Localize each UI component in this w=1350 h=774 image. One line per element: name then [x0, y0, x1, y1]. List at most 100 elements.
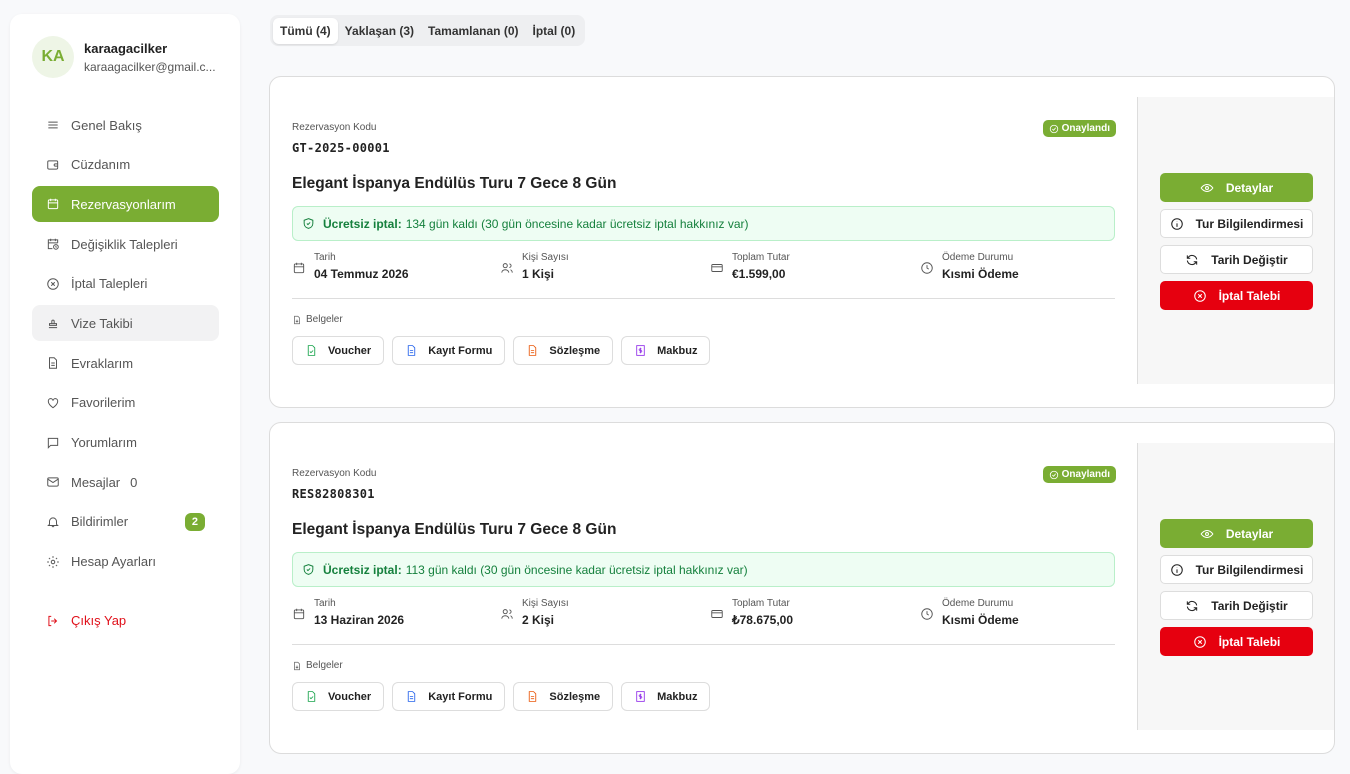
- free-cancel-label: Ücretsiz iptal:: [323, 562, 402, 577]
- payment-label: Ödeme Durumu: [942, 252, 1014, 263]
- status-badge: Onaylandı: [1042, 466, 1116, 483]
- change-date-button[interactable]: Tarih Değiştir: [1160, 245, 1313, 274]
- tour-info-label: Tur Bilgilendirmesi: [1195, 216, 1304, 231]
- filter-tabs: Tümü (4) Yaklaşan (3) Tamamlanan (0) İpt…: [270, 15, 586, 46]
- sidebar-item-x-circle[interactable]: İptal Talepleri: [32, 266, 219, 302]
- refresh-icon: [1187, 600, 1198, 611]
- voucher-button[interactable]: Voucher: [292, 336, 385, 365]
- logout-button[interactable]: Çıkış Yap: [46, 613, 126, 628]
- tab-all[interactable]: Tümü (4): [273, 17, 338, 44]
- registration-form-button[interactable]: Kayıt Formu: [392, 336, 506, 365]
- status-text: Onaylandı: [1061, 123, 1110, 134]
- details-button[interactable]: Detaylar: [1160, 173, 1313, 202]
- contract-button[interactable]: Sözleşme: [513, 682, 614, 711]
- free-cancel-notice: Ücretsiz iptal: 134 gün kaldı (30 gün önc…: [292, 206, 1115, 241]
- sidebar: KA karaagacilker karaagacilker@gmail.c..…: [10, 14, 240, 774]
- documents-label: Belgeler: [292, 660, 343, 671]
- tab-cancelled[interactable]: İptal (0): [532, 23, 576, 38]
- x-circle-icon: [1193, 289, 1206, 302]
- sidebar-item-calendar[interactable]: Rezervasyonlarım: [32, 186, 219, 223]
- logout-label: Çıkış Yap: [71, 613, 127, 628]
- free-cancel-text: 113 gün kaldı (30 gün öncesine kadar ücr…: [405, 562, 748, 577]
- sidebar-item-heart[interactable]: Favorilerim: [32, 385, 219, 421]
- credit-card-icon: [711, 610, 723, 618]
- eye-icon: [1200, 529, 1214, 538]
- file-text-icon: [408, 691, 416, 702]
- file-text-icon: [408, 345, 416, 356]
- tour-info-button[interactable]: Tur Bilgilendirmesi: [1160, 209, 1313, 238]
- sidebar-item-wallet[interactable]: Cüzdanım: [32, 147, 219, 183]
- voucher-label: Voucher: [328, 344, 372, 357]
- divider: [292, 644, 1115, 645]
- sidebar-item-label: Mesajlar: [71, 474, 121, 490]
- fact-payment: Ödeme Durumu Kısmi Ödeme: [920, 598, 1019, 627]
- documents-label: Belgeler: [292, 314, 343, 325]
- code-label: Rezervasyon Kodu: [292, 468, 377, 479]
- tour-title: Elegant İspanya Endülüs Turu 7 Gece 8 Gü…: [292, 175, 617, 192]
- cancel-request-button[interactable]: İptal Talebi: [1160, 281, 1313, 310]
- total-label: Toplam Tutar: [732, 598, 790, 609]
- cancel-request-button[interactable]: İptal Talebi: [1160, 627, 1313, 656]
- info-icon: [1170, 217, 1183, 230]
- sidebar-item-message[interactable]: Yorumlarım: [32, 425, 219, 461]
- tour-info-button[interactable]: Tur Bilgilendirmesi: [1160, 555, 1313, 584]
- refresh-icon: [1187, 254, 1198, 265]
- calendar-icon: [293, 608, 305, 620]
- sidebar-item-file[interactable]: Evraklarım: [32, 345, 219, 381]
- calendar-icon: [47, 199, 59, 210]
- tab-upcoming[interactable]: Yaklaşan (3): [344, 23, 415, 38]
- bell-icon: [47, 517, 59, 528]
- users-icon: [501, 609, 513, 619]
- avatar: KA: [32, 36, 74, 78]
- date-label: Tarih: [314, 598, 336, 609]
- receipt-icon: [636, 345, 645, 356]
- gear-icon: [47, 555, 59, 568]
- sidebar-nav: Genel Bakış Cüzdanım Rezervasyonlarım Değiş…: [32, 107, 219, 583]
- sidebar-item-mail[interactable]: Mesajlar 0: [32, 464, 219, 500]
- reservation-card: Rezervasyon Kodu GT-2025-00001 Onaylandı…: [269, 76, 1335, 408]
- sidebar-item-menu[interactable]: Genel Bakış: [32, 107, 219, 143]
- change-date-button[interactable]: Tarih Değiştir: [1160, 591, 1313, 620]
- file-check-icon: [307, 691, 316, 702]
- sidebar-item-label: Genel Bakış: [71, 117, 142, 133]
- voucher-label: Voucher: [328, 690, 372, 703]
- status-text: Onaylandı: [1061, 469, 1110, 480]
- fact-total: Toplam Tutar €1.599,00: [710, 252, 790, 281]
- people-value: 1 Kişi: [522, 267, 555, 281]
- reservation-code: RES82808301: [292, 487, 375, 501]
- total-value: €1.599,00: [732, 267, 786, 281]
- tab-completed[interactable]: Tamamlanan (0): [428, 23, 519, 38]
- receipt-button[interactable]: Makbuz: [621, 682, 711, 711]
- total-label: Toplam Tutar: [732, 252, 790, 263]
- registration-form-button[interactable]: Kayıt Formu: [392, 682, 506, 711]
- sidebar-item-bell[interactable]: Bildirimler 2: [32, 504, 219, 540]
- info-icon: [1170, 563, 1183, 576]
- x-circle-icon: [47, 278, 59, 290]
- details-label: Detaylar: [1225, 180, 1274, 195]
- wallet-icon: [47, 160, 59, 170]
- fact-payment: Ödeme Durumu Kısmi Ödeme: [920, 252, 1019, 281]
- clock-icon: [921, 608, 933, 620]
- date-label: Tarih: [314, 252, 336, 263]
- logout-icon: [48, 615, 58, 626]
- date-value: 04 Temmuz 2026: [314, 267, 409, 281]
- sidebar-item-gear[interactable]: Hesap Ayarları: [32, 544, 219, 580]
- details-button[interactable]: Detaylar: [1160, 519, 1313, 548]
- voucher-button[interactable]: Voucher: [292, 682, 385, 711]
- check-circle-icon: [1049, 470, 1058, 479]
- receipt-icon: [636, 691, 645, 702]
- documents-label-text: Belgeler: [306, 314, 343, 325]
- sidebar-item-label: İptal Talepleri: [71, 276, 148, 292]
- sidebar-item-stamp[interactable]: Vize Takibi: [32, 305, 219, 342]
- status-badge: Onaylandı: [1042, 120, 1116, 137]
- receipt-button[interactable]: Makbuz: [621, 336, 711, 365]
- fact-date: Tarih 13 Haziran 2026: [292, 598, 404, 627]
- sidebar-item-label: Bildirimler: [71, 514, 129, 530]
- tour-info-label: Tur Bilgilendirmesi: [1195, 562, 1304, 577]
- actions-panel: Detaylar Tur Bilgilendirmesi Tarih Değiş…: [1137, 443, 1334, 730]
- contract-button[interactable]: Sözleşme: [513, 336, 614, 365]
- code-label: Rezervasyon Kodu: [292, 122, 377, 133]
- file-icon: [49, 357, 57, 369]
- sidebar-item-calendar-clock[interactable]: Değişiklik Talepleri: [32, 226, 219, 262]
- sidebar-item-label: Favorilerim: [71, 395, 136, 411]
